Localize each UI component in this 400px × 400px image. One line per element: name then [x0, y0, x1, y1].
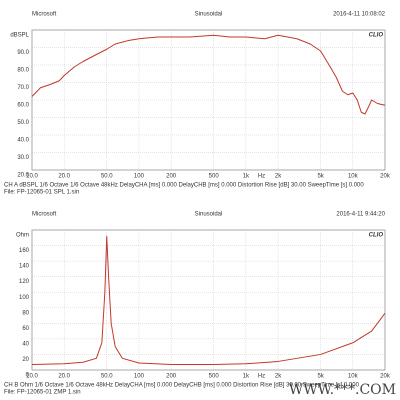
x-tick-label: 50.0: [101, 174, 113, 180]
x-tick-label: 100: [134, 174, 145, 180]
y-tick-label: 100: [19, 295, 30, 301]
y-tick-label: 60.0: [17, 103, 29, 109]
x-tick-label: 500: [209, 374, 220, 380]
x-tick-label: 2k: [275, 174, 282, 180]
y-tick-label: 160: [19, 248, 30, 254]
x-tick-label: 20k: [380, 374, 391, 380]
y-tick-label: 80: [22, 310, 29, 316]
y-tick-label: 80.0: [17, 68, 29, 74]
y-tick-label: 60: [22, 326, 29, 332]
x-tick-label: 5k: [317, 174, 324, 180]
x-tick-label: 200: [166, 174, 177, 180]
x-tick-label: 5k: [317, 374, 324, 380]
y-tick-label: 120: [19, 279, 30, 285]
x-tick-label: 20.0: [58, 374, 70, 380]
y-tick-label: 40.0: [17, 138, 29, 144]
y-tick-label: Ohm: [16, 233, 29, 239]
info-line: File: FP-12065-01 SPL 1.sin: [4, 190, 79, 196]
x-tick-label: 1k: [243, 174, 250, 180]
y-tick-label: 20: [22, 357, 29, 363]
y-tick-label: 40: [22, 341, 29, 347]
x-tick-label: 500: [209, 174, 220, 180]
info-line: CH B Ohm 1/6 Octave 1/6 Octave 48kHz Del…: [4, 383, 360, 389]
x-axis-label: Hz: [258, 174, 265, 180]
x-tick-label: 20.0: [58, 174, 70, 180]
y-tick-label: 50.0: [17, 120, 29, 126]
brand: CLIO: [369, 233, 384, 239]
x-axis-label: Hz: [258, 374, 265, 380]
response-curve: [31, 34, 386, 115]
header-left: Microsoft: [32, 12, 57, 18]
y-tick-label: 70.0: [17, 85, 29, 91]
x-tick-label: 100: [134, 374, 145, 380]
y-tick-label: 20.0: [17, 173, 29, 179]
info-line: CH A dBSPL 1/6 Octave 1/6 Octave 48kHz D…: [4, 183, 364, 189]
header-right: 2016-4-11 9:44:20: [336, 212, 385, 218]
y-tick-label: 140: [19, 264, 30, 270]
x-tick-label: 10.0: [26, 374, 38, 380]
x-tick-label: 10k: [348, 374, 359, 380]
brand: CLIO: [369, 33, 384, 39]
watermark: WWW.***.COM: [289, 382, 396, 398]
header-right: 2016-4-11 10:08:02: [333, 12, 386, 18]
header-center: Sinusoidal: [195, 212, 223, 218]
x-tick-label: 10k: [348, 174, 359, 180]
y-tick-label: 90.0: [17, 50, 29, 56]
x-tick-label: 200: [166, 374, 177, 380]
y-tick-label: 30.0: [17, 155, 29, 161]
y-tick-label: dBSPL: [10, 33, 29, 39]
plot-frame: [31, 229, 386, 371]
x-tick-label: 2k: [275, 374, 282, 380]
header-center: Sinusoidal: [195, 12, 223, 18]
x-tick-label: 10.0: [26, 174, 38, 180]
header-left: Microsoft: [32, 212, 57, 218]
x-tick-label: 50.0: [101, 374, 113, 380]
y-tick-label: 0: [26, 373, 30, 379]
x-tick-label: 1k: [243, 374, 250, 380]
response-curve: [31, 235, 386, 366]
x-tick-label: 20k: [380, 174, 391, 180]
info-line: File: FP-12065-01 ZMP 1.sin: [4, 390, 81, 396]
